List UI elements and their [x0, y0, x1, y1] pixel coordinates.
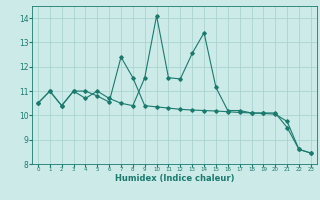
X-axis label: Humidex (Indice chaleur): Humidex (Indice chaleur)	[115, 174, 234, 183]
